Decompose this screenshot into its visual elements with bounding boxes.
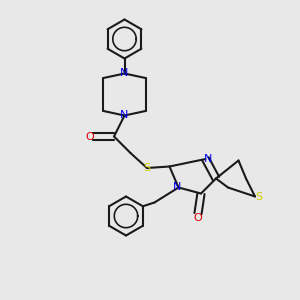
- Text: O: O: [194, 213, 202, 223]
- Text: O: O: [85, 131, 94, 142]
- Text: N: N: [173, 182, 181, 193]
- Text: S: S: [143, 163, 151, 173]
- Text: S: S: [256, 191, 263, 202]
- Text: N: N: [120, 68, 129, 79]
- Text: N: N: [120, 110, 129, 121]
- Text: N: N: [204, 154, 212, 164]
